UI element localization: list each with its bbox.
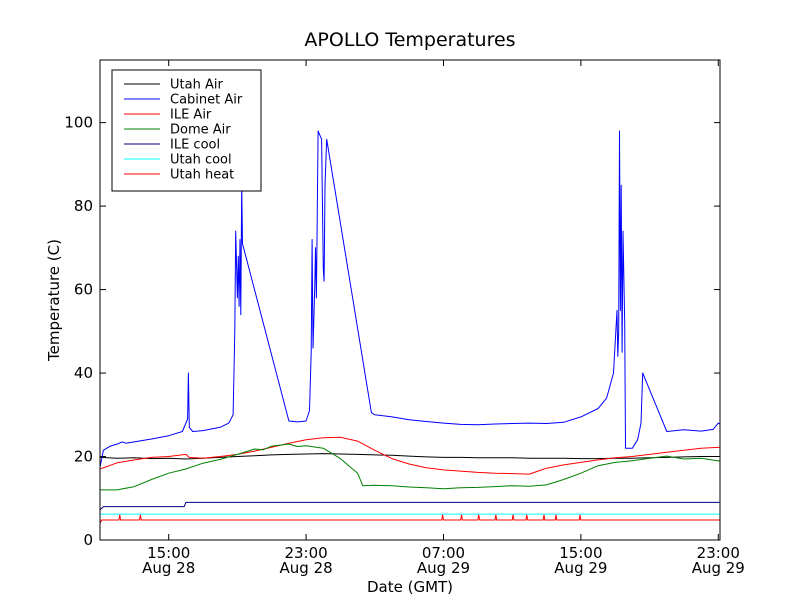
y-axis: 0 20 40 60 80 100 — [64, 114, 720, 549]
y-tick-label: 20 — [74, 448, 93, 466]
legend-label-utah-air: Utah Air — [170, 78, 223, 93]
legend-label-ile-cool: ILE cool — [170, 138, 220, 153]
chart-title: APOLLO Temperatures — [304, 29, 515, 51]
legend-label-utah-heat: Utah heat — [170, 168, 234, 183]
series-line-utah-heat — [100, 514, 720, 524]
x-tick-label-date: Aug 29 — [417, 559, 470, 577]
legend-box — [111, 69, 262, 192]
legend-label-ile-air: ILE Air — [170, 108, 212, 123]
x-tick-label-time: 15:00 — [559, 544, 602, 562]
x-tick-label-time: 23:00 — [697, 544, 740, 562]
legend-label-utah-cool: Utah cool — [170, 153, 232, 168]
y-tick-label: 100 — [64, 114, 93, 132]
series-line-cabinet-air — [100, 130, 720, 468]
y-tick-label: 40 — [74, 364, 93, 382]
y-tick-label: 80 — [74, 197, 93, 215]
x-tick-label-date: Aug 28 — [142, 559, 195, 577]
y-axis-label: Temperature (C) — [45, 239, 63, 362]
x-tick-label-time: 23:00 — [284, 544, 327, 562]
legend-label-dome-air: Dome Air — [170, 123, 231, 138]
y-tick-label: 60 — [74, 281, 93, 299]
x-axis-label: Date (GMT) — [367, 578, 453, 596]
y-tick-label: 0 — [83, 531, 93, 549]
series-layer — [100, 130, 720, 524]
x-tick-label-time: 15:00 — [147, 544, 190, 562]
series-line-ile-cool — [100, 501, 720, 511]
x-tick-label-date: Aug 29 — [554, 559, 607, 577]
plot-frame — [99, 59, 721, 541]
series-line-ile-air — [100, 436, 720, 475]
x-tick-label-time: 07:00 — [422, 544, 465, 562]
legend-label-cabinet-air: Cabinet Air — [170, 93, 243, 108]
x-tick-label-date: Aug 29 — [692, 559, 745, 577]
series-line-dome-air — [100, 443, 720, 491]
x-tick-label-date: Aug 28 — [280, 559, 333, 577]
